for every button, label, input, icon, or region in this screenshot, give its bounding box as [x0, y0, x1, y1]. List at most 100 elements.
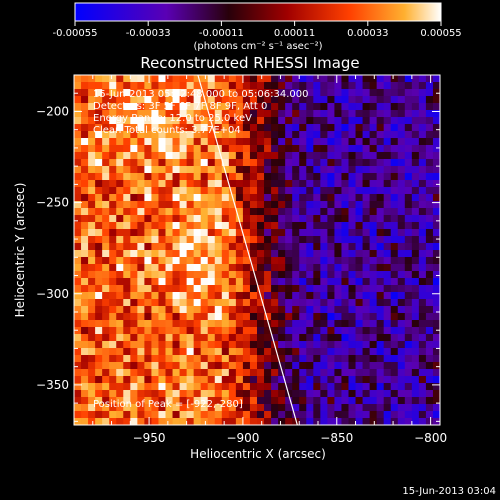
heatmap-cell	[404, 194, 413, 202]
heatmap-cell	[207, 271, 216, 279]
heatmap-cell	[292, 404, 300, 412]
heatmap-cell	[285, 82, 293, 90]
heatmap-cell	[264, 215, 272, 223]
heatmap-cell	[130, 215, 138, 223]
heatmap-cell	[109, 411, 117, 419]
heatmap-cell	[221, 124, 230, 132]
heatmap-cell	[355, 159, 363, 167]
heatmap-cell	[151, 159, 159, 167]
heatmap-cell	[200, 194, 209, 202]
heatmap-cell	[278, 341, 286, 349]
heatmap-cell	[123, 278, 131, 286]
heatmap-cell	[285, 334, 293, 342]
heatmap-cell	[425, 152, 434, 160]
heatmap-cell	[102, 187, 110, 195]
heatmap-cell	[95, 229, 103, 237]
heatmap-cell	[235, 236, 244, 244]
heatmap-cell	[165, 341, 173, 349]
heatmap-cell	[334, 348, 342, 356]
heatmap-cell	[214, 229, 223, 237]
heatmap-cell	[334, 166, 342, 174]
heatmap-cell	[95, 362, 103, 370]
heatmap-cell	[383, 306, 392, 314]
heatmap-cell	[264, 376, 272, 384]
heatmap-cell	[74, 320, 82, 328]
heatmap-cell	[383, 418, 392, 425]
heatmap-cell	[228, 376, 237, 384]
heatmap-cell	[130, 397, 138, 405]
heatmap-cell	[299, 376, 307, 384]
heatmap-cell	[172, 166, 180, 174]
heatmap-cell	[130, 131, 138, 139]
heatmap-cell	[95, 404, 103, 412]
heatmap-cell	[242, 355, 251, 363]
heatmap-cell	[221, 117, 230, 125]
heatmap-cell	[327, 390, 335, 398]
heatmap-cell	[81, 187, 89, 195]
heatmap-cell	[158, 418, 166, 425]
heatmap-cell	[130, 341, 138, 349]
heatmap-cell	[214, 180, 223, 188]
heatmap-cell	[158, 397, 166, 405]
heatmap-cell	[299, 180, 307, 188]
heatmap-cell	[355, 187, 363, 195]
heatmap-cell	[362, 278, 371, 286]
heatmap-cell	[292, 236, 300, 244]
heatmap-cell	[102, 376, 110, 384]
heatmap-cell	[257, 75, 265, 83]
heatmap-cell	[186, 236, 195, 244]
heatmap-cell	[320, 201, 328, 209]
heatmap-cell	[102, 89, 110, 97]
heatmap-cell	[95, 208, 103, 216]
heatmap-cell	[249, 292, 258, 300]
heatmap-cell	[257, 306, 265, 314]
heatmap-cell	[397, 145, 406, 153]
heatmap-cell	[102, 418, 110, 425]
heatmap-cell	[369, 397, 378, 405]
heatmap-cell	[144, 278, 152, 286]
heatmap-cell	[278, 390, 286, 398]
heatmap-cell	[235, 194, 244, 202]
heatmap-cell	[285, 208, 293, 216]
heatmap-cell	[390, 131, 399, 139]
heatmap-cell	[425, 173, 434, 181]
heatmap-cell	[158, 327, 166, 335]
heatmap-cell	[102, 208, 110, 216]
heatmap-cell	[242, 376, 251, 384]
heatmap-cell	[130, 180, 138, 188]
heatmap-cell	[123, 411, 131, 419]
heatmap-cell	[235, 145, 244, 153]
heatmap-cell	[123, 313, 131, 321]
x-tick-label: −800	[414, 431, 447, 445]
heatmap-cell	[418, 376, 427, 384]
heatmap-cell	[137, 418, 145, 425]
heatmap-cell	[376, 180, 385, 188]
heatmap-cell	[327, 82, 335, 90]
heatmap-cell	[292, 369, 300, 377]
heatmap-cell	[144, 341, 152, 349]
heatmap-cell	[95, 376, 103, 384]
heatmap-cell	[271, 306, 279, 314]
heatmap-cell	[172, 292, 180, 300]
heatmap-cell	[264, 390, 272, 398]
heatmap-cell	[235, 257, 244, 265]
heatmap-cell	[418, 194, 427, 202]
heatmap-cell	[292, 306, 300, 314]
heatmap-cell	[292, 327, 300, 335]
heatmap-cell	[334, 278, 342, 286]
heatmap-cell	[151, 341, 159, 349]
heatmap-cell	[172, 390, 180, 398]
heatmap-cell	[81, 369, 89, 377]
heatmap-cell	[221, 369, 230, 377]
heatmap-cell	[137, 75, 145, 83]
heatmap-cell	[193, 397, 202, 405]
heatmap-cell	[383, 117, 392, 125]
heatmap-cell	[130, 404, 138, 412]
heatmap-cell	[88, 278, 96, 286]
heatmap-cell	[158, 159, 166, 167]
heatmap-cell	[193, 411, 202, 419]
heatmap-cell	[151, 327, 159, 335]
heatmap-cell	[74, 75, 82, 83]
heatmap-cell	[418, 292, 427, 300]
x-tick-label: −850	[320, 431, 353, 445]
